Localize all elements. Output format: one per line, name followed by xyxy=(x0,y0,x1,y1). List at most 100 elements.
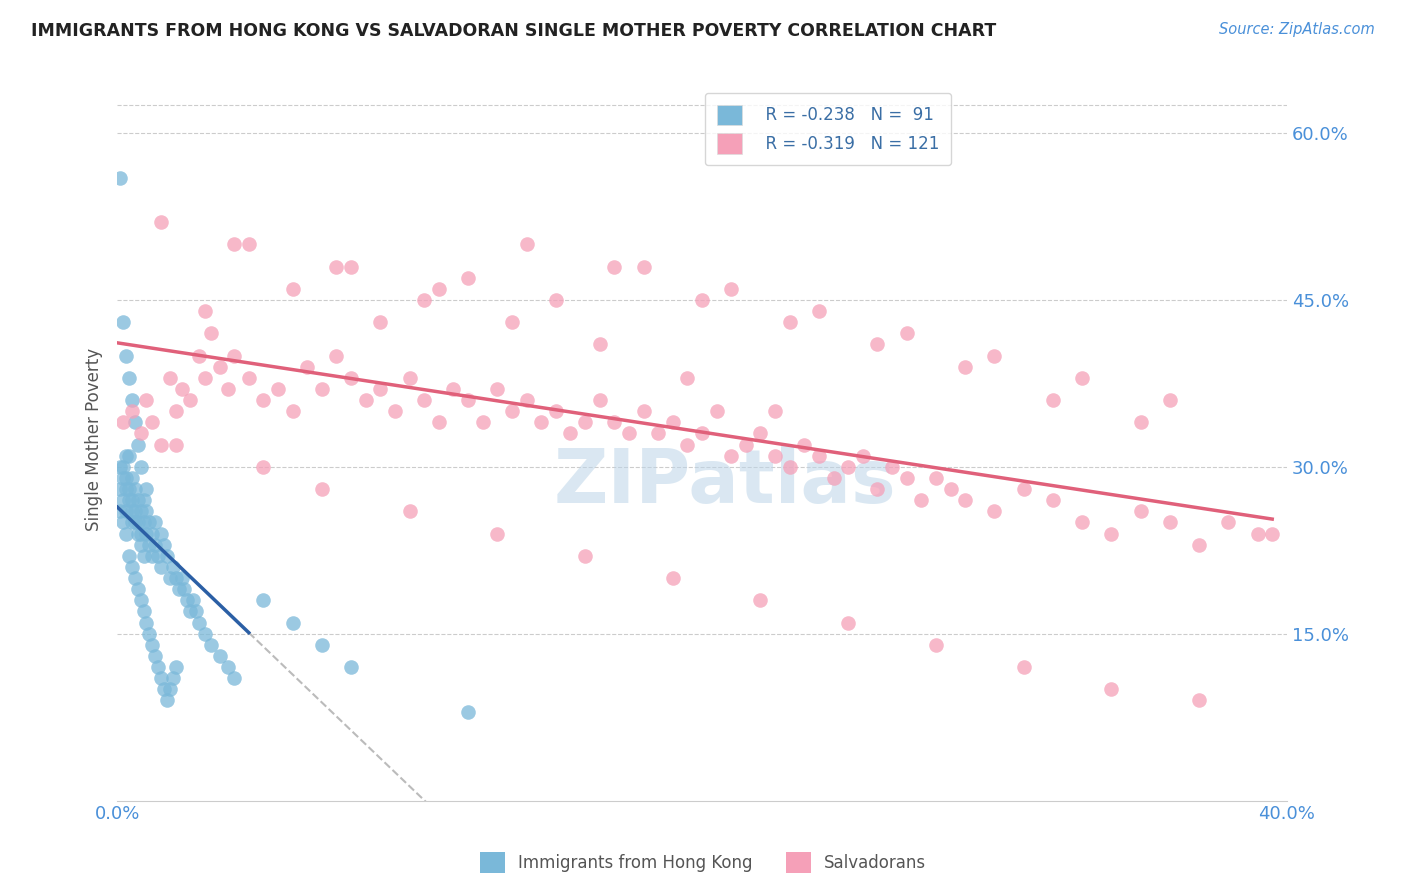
Point xyxy=(124,415,146,429)
Point xyxy=(807,304,830,318)
Point xyxy=(617,426,640,441)
Point xyxy=(1071,371,1094,385)
Point xyxy=(501,404,523,418)
Point xyxy=(115,482,138,496)
Point xyxy=(807,449,830,463)
Point xyxy=(866,337,889,351)
Point xyxy=(763,404,786,418)
Point xyxy=(188,615,211,630)
Point xyxy=(486,526,509,541)
Point xyxy=(135,526,157,541)
Point xyxy=(165,437,187,451)
Point xyxy=(398,371,420,385)
Point xyxy=(224,237,246,252)
Point xyxy=(129,426,152,441)
Point xyxy=(340,260,363,274)
Point xyxy=(866,482,889,496)
Point xyxy=(150,437,173,451)
Point xyxy=(1159,516,1181,530)
Point xyxy=(135,482,157,496)
Point xyxy=(146,549,169,563)
Point xyxy=(138,626,160,640)
Point xyxy=(208,648,231,663)
Point xyxy=(127,582,149,597)
Point xyxy=(544,293,567,307)
Point xyxy=(1012,660,1035,674)
Point xyxy=(443,382,465,396)
Point xyxy=(779,315,801,329)
Point xyxy=(953,493,976,508)
Point xyxy=(188,349,211,363)
Point xyxy=(661,571,683,585)
Point xyxy=(1261,526,1284,541)
Point xyxy=(1042,393,1064,408)
Point xyxy=(1246,526,1268,541)
Y-axis label: Single Mother Poverty: Single Mother Poverty xyxy=(86,348,103,531)
Point xyxy=(121,404,143,418)
Text: IMMIGRANTS FROM HONG KONG VS SALVADORAN SINGLE MOTHER POVERTY CORRELATION CHART: IMMIGRANTS FROM HONG KONG VS SALVADORAN … xyxy=(31,22,997,40)
Point xyxy=(181,593,204,607)
Point xyxy=(115,449,138,463)
Point xyxy=(138,516,160,530)
Point xyxy=(112,315,135,329)
Point xyxy=(217,382,239,396)
Point xyxy=(370,315,392,329)
Point xyxy=(953,359,976,374)
Point xyxy=(162,671,184,685)
Point xyxy=(179,605,201,619)
Point xyxy=(159,571,181,585)
Point xyxy=(132,493,155,508)
Point xyxy=(1129,504,1152,518)
Point xyxy=(176,593,198,607)
Point xyxy=(143,648,166,663)
Point xyxy=(124,504,146,518)
Point xyxy=(252,393,274,408)
Point xyxy=(690,293,713,307)
Point xyxy=(150,526,173,541)
Point xyxy=(138,538,160,552)
Point xyxy=(325,260,347,274)
Point xyxy=(896,471,918,485)
Point xyxy=(118,482,141,496)
Point xyxy=(1188,693,1211,707)
Point xyxy=(633,260,655,274)
Point xyxy=(156,549,179,563)
Point xyxy=(589,393,612,408)
Point xyxy=(516,237,538,252)
Point xyxy=(150,215,173,229)
Point xyxy=(150,560,173,574)
Point xyxy=(112,415,135,429)
Point xyxy=(837,615,859,630)
Point xyxy=(129,593,152,607)
Point xyxy=(325,349,347,363)
Point xyxy=(135,504,157,518)
Point xyxy=(112,459,135,474)
Point xyxy=(749,426,772,441)
Point xyxy=(173,582,195,597)
Point xyxy=(200,326,222,341)
Point xyxy=(159,371,181,385)
Point xyxy=(384,404,406,418)
Point xyxy=(457,393,479,408)
Point xyxy=(194,304,217,318)
Point xyxy=(516,393,538,408)
Point xyxy=(1012,482,1035,496)
Point xyxy=(118,549,141,563)
Point xyxy=(340,371,363,385)
Point xyxy=(574,549,596,563)
Point xyxy=(880,459,903,474)
Point xyxy=(354,393,377,408)
Point xyxy=(311,382,333,396)
Point xyxy=(896,326,918,341)
Point xyxy=(146,660,169,674)
Point xyxy=(340,660,363,674)
Point xyxy=(983,504,1005,518)
Point xyxy=(141,415,163,429)
Point xyxy=(141,638,163,652)
Point xyxy=(311,638,333,652)
Point xyxy=(763,449,786,463)
Point xyxy=(837,459,859,474)
Point xyxy=(852,449,875,463)
Point xyxy=(413,293,436,307)
Point xyxy=(574,415,596,429)
